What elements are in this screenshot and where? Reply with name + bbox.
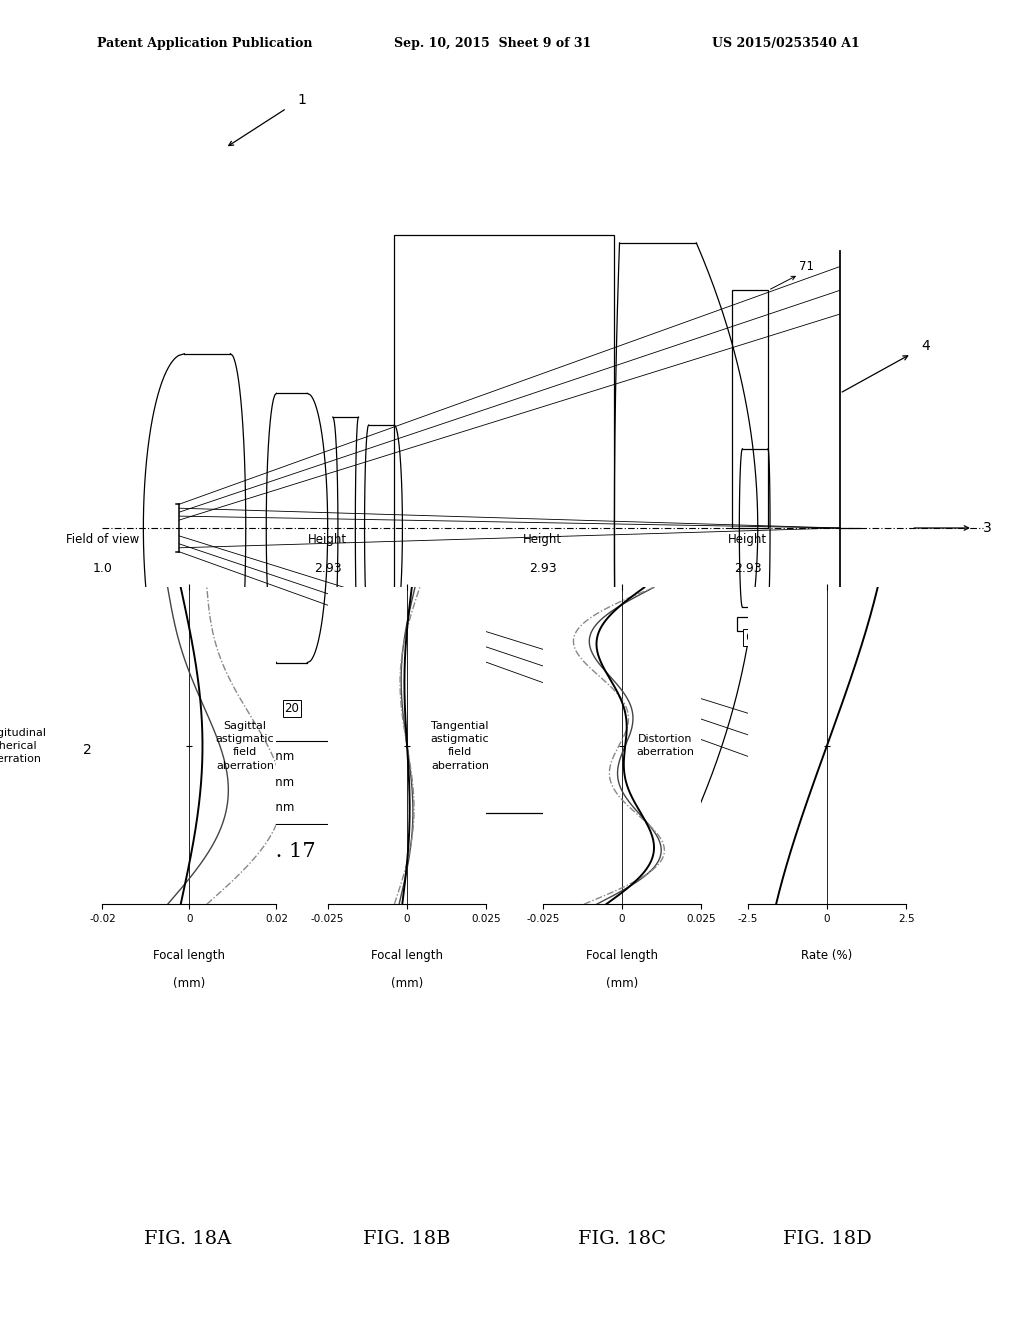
Text: Focal length: Focal length	[154, 949, 225, 961]
Text: Distortion
aberration: Distortion aberration	[636, 734, 694, 758]
Text: 2.93: 2.93	[314, 562, 341, 574]
Text: 470nm: 470nm	[254, 801, 295, 814]
Text: 20: 20	[285, 702, 299, 715]
Text: Tangential
astigmatic
field
aberration: Tangential astigmatic field aberration	[431, 721, 489, 771]
Text: 2.93: 2.93	[529, 562, 556, 574]
Bar	[732, 290, 768, 528]
Text: Sagittal
astigmatic
field
aberration: Sagittal astigmatic field aberration	[216, 721, 274, 771]
Text: (mm): (mm)	[606, 977, 638, 990]
Bar	[394, 235, 614, 813]
Text: (mm): (mm)	[173, 977, 206, 990]
Text: 60: 60	[745, 631, 760, 644]
Text: FIG. 18D: FIG. 18D	[783, 1230, 871, 1249]
Text: Patent Application Publication: Patent Application Publication	[97, 37, 312, 50]
Text: 1.0: 1.0	[92, 562, 113, 574]
Text: US 2015/0253540 A1: US 2015/0253540 A1	[712, 37, 859, 50]
Text: 555nm: 555nm	[254, 776, 295, 788]
Text: 3: 3	[983, 521, 992, 535]
Text: Height: Height	[728, 533, 767, 546]
Text: FIG. 17: FIG. 17	[238, 842, 315, 861]
Text: Focal length: Focal length	[586, 949, 658, 961]
Text: 10: 10	[187, 726, 202, 739]
Text: 72: 72	[802, 639, 816, 652]
Text: 2.93: 2.93	[734, 562, 761, 574]
Text: Sep. 10, 2015  Sheet 9 of 31: Sep. 10, 2015 Sheet 9 of 31	[394, 37, 592, 50]
Text: 2: 2	[83, 743, 92, 756]
Text: FIG. 18B: FIG. 18B	[362, 1230, 451, 1249]
Text: 1: 1	[297, 94, 306, 107]
Text: (mm): (mm)	[391, 977, 423, 990]
Text: 4: 4	[922, 339, 931, 352]
Text: Field of view: Field of view	[66, 533, 139, 546]
Text: Height: Height	[523, 533, 562, 546]
Text: 40: 40	[377, 655, 391, 668]
Text: 30: 30	[336, 671, 350, 684]
Text: Height: Height	[308, 533, 347, 546]
Text: 71: 71	[799, 260, 814, 273]
Text: FIG. 18A: FIG. 18A	[143, 1230, 231, 1249]
Text: FIG. 18C: FIG. 18C	[578, 1230, 666, 1249]
Text: 50: 50	[556, 750, 570, 763]
Bar	[737, 616, 799, 631]
Text: 650nm: 650nm	[254, 750, 295, 763]
Text: Rate (%): Rate (%)	[801, 949, 853, 961]
Text: Focal length: Focal length	[371, 949, 443, 961]
Text: Longitudinal
spherical
aberration: Longitudinal spherical aberration	[0, 727, 46, 764]
